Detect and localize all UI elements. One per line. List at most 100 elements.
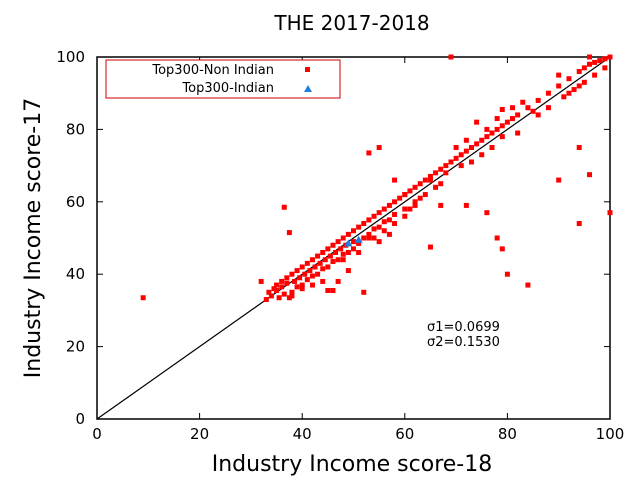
data-point-non-indian [448,54,454,60]
data-point-non-indian [371,226,377,232]
data-point-non-indian [371,213,377,219]
data-point-non-indian [325,246,331,252]
data-point-non-indian [556,83,562,89]
data-point-non-indian [276,295,282,301]
data-point-non-indian [494,126,500,132]
data-point-non-indian [307,268,313,274]
data-point-non-indian [325,264,331,270]
data-point-non-indian [315,253,321,259]
data-point-non-indian [397,195,403,201]
data-point-non-indian [274,287,280,293]
data-point-non-indian [366,150,372,156]
data-point-non-indian [325,287,331,293]
data-point-non-indian [320,249,326,255]
data-point-non-indian [458,163,464,169]
data-point-non-indian [330,259,336,265]
data-point-non-indian [515,112,521,118]
y-tick-label: 60 [66,193,85,211]
data-point-non-indian [330,287,336,293]
data-point-non-indian [351,239,356,245]
data-point-non-indian [297,275,303,281]
axis-ticks: 0 20 40 60 80 100 0 20 40 60 80 100 [56,48,624,443]
data-point-non-indian [392,199,398,205]
data-point-non-indian [361,289,367,295]
chart-title: THE 2017-2018 [273,11,429,35]
data-point-non-indian [381,219,387,225]
data-point-non-indian [571,87,577,93]
data-point-non-indian [499,123,505,129]
data-point-non-indian [351,246,356,252]
data-point-non-indian [376,224,382,230]
data-point-non-indian [463,148,469,154]
data-point-non-indian [494,116,500,122]
data-point-non-indian [361,221,367,227]
data-point-non-indian [556,177,562,183]
data-point-non-indian [366,217,372,223]
data-point-non-indian [335,257,341,263]
data-point-non-indian [402,213,408,219]
data-point-non-indian [356,249,362,255]
data-point-non-indian [320,278,326,284]
data-point-non-indian [330,242,336,248]
data-point-non-indian [366,235,372,241]
data-point-non-indian [376,145,382,150]
data-point-non-indian [556,72,562,78]
legend-marker-non-indian [305,67,310,72]
data-point-non-indian [417,181,423,187]
data-point-non-indian [576,68,582,74]
x-tick-label: 20 [190,425,209,443]
data-point-non-indian [448,159,454,165]
x-axis-label: Industry Income score-18 [212,452,492,477]
data-point-non-indian [284,275,290,281]
legend-box [105,59,341,99]
data-point-non-indian [407,206,413,212]
data-point-non-indian [427,244,433,250]
y-tick-label: 80 [66,120,85,138]
data-point-non-indian [402,192,408,198]
legend-marker-indian [304,85,312,92]
data-point-non-indian [510,105,516,111]
data-point-non-indian [309,273,315,279]
data-point-non-indian [376,239,382,245]
data-point-non-indian [333,249,339,255]
data-point-non-indian [438,181,444,187]
data-point-non-indian [545,90,551,96]
data-point-non-indian [499,106,505,112]
x-tick-label: 100 [596,425,625,443]
data-point-non-indian [530,108,536,114]
x-tick-label: 80 [498,425,517,443]
data-point-non-indian [535,112,541,118]
data-point-non-indian [258,278,264,284]
data-point-non-indian [320,266,326,272]
data-point-non-indian [327,253,333,259]
y-axis-label: Industry Income score-17 [21,98,46,378]
data-point-non-indian [335,278,341,284]
data-point-non-indian [484,210,490,216]
data-point-non-indian [268,293,274,299]
data-point-non-indian [392,211,398,217]
data-point-non-indian [315,271,321,277]
sigma1-annotation: σ1=0.0699 [427,320,500,335]
data-point-non-indian [392,177,398,183]
data-point-non-indian [458,152,464,158]
data-point-non-indian [453,145,459,150]
series-1-points [344,235,363,247]
data-point-non-indian [607,54,613,60]
data-point-non-indian [581,79,587,85]
data-point-non-indian [345,231,351,237]
data-point-non-indian [576,145,582,150]
data-point-non-indian [356,224,362,230]
data-point-non-indian [289,293,295,299]
data-point-non-indian [479,152,485,158]
data-point-non-indian [299,264,305,270]
data-point-non-indian [351,228,356,234]
data-point-non-indian [412,199,418,205]
legend-label-non-indian: Top300-Non Indian [151,63,274,78]
data-point-non-indian [586,61,592,67]
data-point-non-indian [376,210,382,216]
data-point-non-indian [340,251,346,257]
data-point-non-indian [335,239,341,245]
data-point-non-indian [309,282,315,288]
data-point-non-indian [453,155,459,161]
data-point-non-indian [504,271,510,277]
